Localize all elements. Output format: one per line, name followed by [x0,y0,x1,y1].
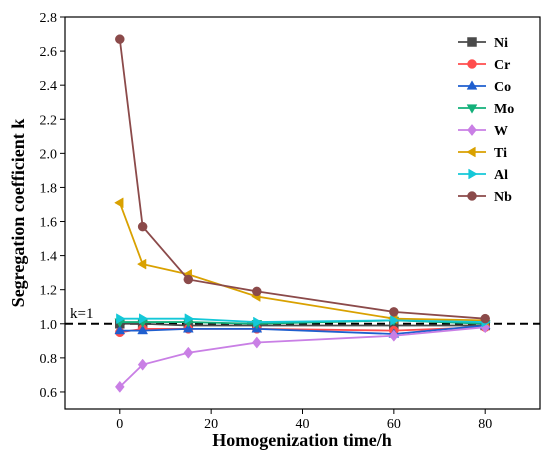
y-tick-label: 1.8 [40,181,58,196]
legend-label: Co [494,80,511,95]
data-point-nb [480,313,490,324]
series-line-al [119,317,486,323]
data-point-nb [183,274,194,285]
series-line-ti [118,202,486,322]
data-point-nb [389,307,399,317]
legend-marker [467,123,477,137]
y-tick-label: 0.8 [40,352,58,367]
series-nb [115,34,490,324]
data-point-nb [137,221,148,232]
reference-line-label: k=1 [70,306,93,322]
y-axis-ticks: 0.6 0.8 1.0 1.2 1.4 1.6 1.8 2.0 2.2 2.4 2.6 2.8 [40,11,65,401]
legend-marker [466,80,478,90]
series-w [114,321,491,393]
data-point-w [389,329,399,342]
legend-marker [467,191,477,201]
legend-marker [467,59,477,69]
legend-label: Ti [494,146,507,161]
data-point-w [252,336,262,349]
plot-area [64,16,541,410]
y-tick-label: 1.6 [40,216,58,231]
y-tick-label: 0.6 [40,386,58,401]
data-point-co [182,323,194,333]
x-tick-label: 60 [387,417,401,432]
data-point-al [184,313,194,325]
series-ti [114,197,489,326]
x-axis-ticks: 0 20 40 60 80 [116,409,492,432]
legend-label: Ni [494,36,508,51]
series-group [114,34,491,393]
x-tick-label: 20 [204,417,218,432]
series-line-nb [118,39,486,320]
y-tick-label: 2.0 [40,147,58,162]
data-point-al [390,314,400,326]
legend-label: Mo [494,102,514,117]
data-point-al [139,313,149,325]
data-point-ti [114,197,124,209]
x-axis-title: Homogenization time/h [212,430,391,450]
legend-marker [466,146,476,158]
legend-label: Nb [494,190,512,205]
y-tick-label: 1.0 [40,318,58,333]
data-point-w [137,358,148,371]
series-line-co [119,324,486,335]
legend-marker [466,104,478,114]
data-point-co [114,324,126,335]
data-point-nb [115,34,125,44]
x-tick-label: 0 [116,417,123,432]
legend-item-nb: Nb [458,190,512,205]
data-point-nb [252,286,262,297]
legend-item-co: Co [458,80,511,95]
x-tick-label: 80 [478,417,492,432]
legend-item-ti: Ti [458,146,507,161]
series-al [116,313,491,328]
legend-item-mo: Mo [458,102,514,117]
data-point-w [114,380,125,393]
legend-marker [468,168,478,180]
legend-label: Al [494,168,508,183]
y-tick-label: 2.2 [40,113,58,128]
legend-item-w: W [458,123,508,139]
y-axis-title: Segregation coefficient k [8,119,28,308]
y-tick-label: 1.4 [40,250,58,265]
legend-item-ni: Ni [458,36,508,51]
x-tick-label: 40 [296,417,310,432]
y-tick-label: 2.4 [40,79,58,94]
series-line-w [119,326,486,388]
legend-item-al: Al [458,168,508,183]
plot-frame [64,16,541,410]
y-tick-label: 1.2 [40,284,58,299]
data-point-co [137,324,149,335]
legend-marker [467,37,477,47]
y-tick-label: 2.6 [40,45,58,60]
legend-label: W [494,124,508,139]
y-tick-label: 2.8 [40,11,58,26]
data-point-al [116,313,126,325]
legend: Ni Cr Co Mo W Ti Al Nb [458,36,514,205]
data-point-ti [136,258,147,270]
data-point-w [183,346,194,359]
legend-label: Cr [494,58,510,73]
data-point-al [253,316,263,328]
legend-item-cr: Cr [458,58,510,73]
